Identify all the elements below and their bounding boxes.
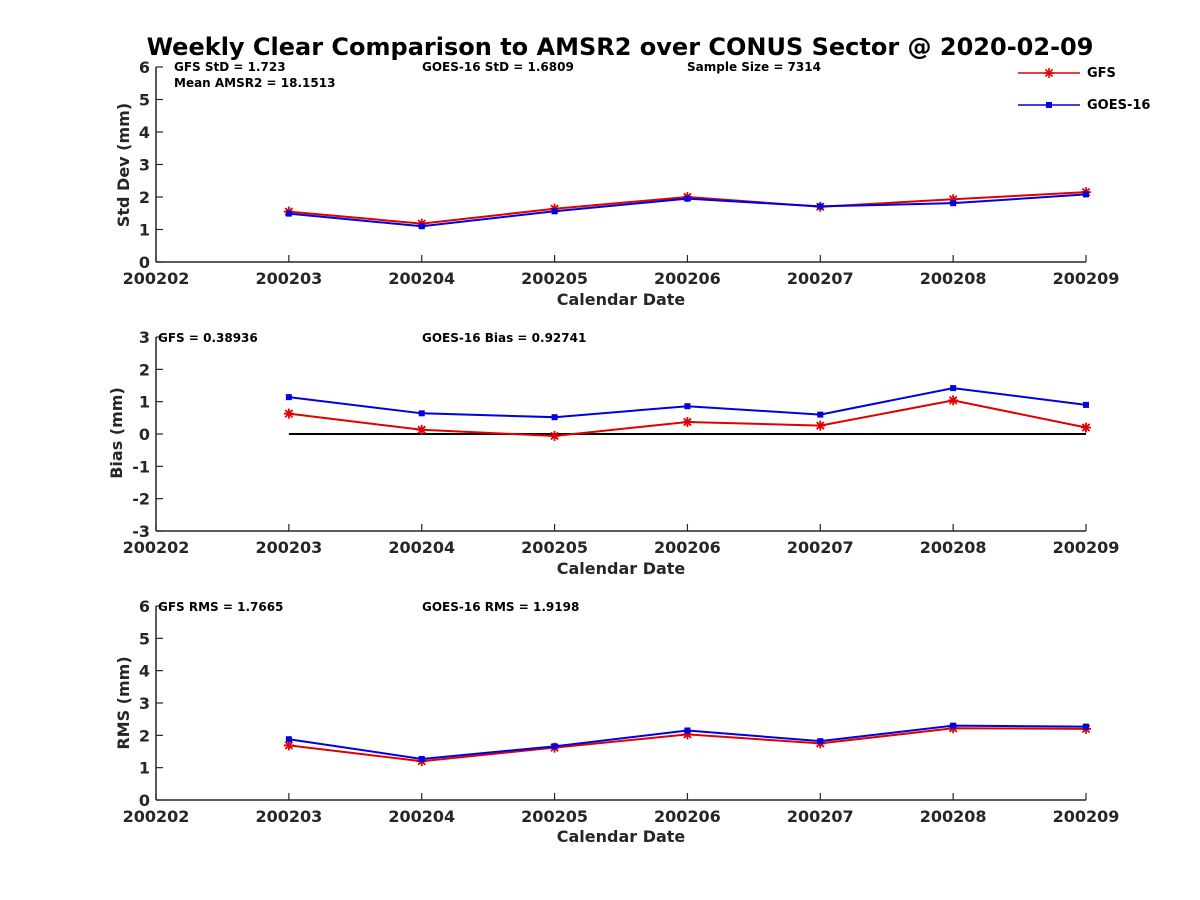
rms-y-tick-label: 0 — [139, 791, 150, 810]
stddev-goes16-point — [684, 195, 691, 202]
stddev-x-axis-label: Calendar Date — [557, 290, 686, 309]
bias-goes16-point — [418, 410, 425, 417]
bias-x-tick-label: 200202 — [123, 538, 190, 557]
bias-gfs-point — [948, 395, 959, 406]
bias-y-tick-label: -3 — [132, 522, 150, 541]
stddev-panel: 0 1 2 3 4 5 6 200202 200203 200204 200205 200206 200… — [114, 58, 1119, 309]
bias-y-tick-label: -2 — [132, 490, 150, 509]
rms-panel: 0 1 2 3 4 5 6 200202 200203 200204 200205 200206 200… — [114, 597, 1119, 846]
stddev-goes16-point — [551, 208, 558, 215]
stddev-y-tick-label: 4 — [139, 123, 150, 142]
bias-x-tick-label: 200206 — [654, 538, 721, 557]
rms-y-tick-label: 5 — [139, 629, 150, 648]
bias-goes16-point — [551, 414, 558, 421]
bias-goes16-point — [684, 403, 691, 410]
goes16-rms-annotation: GOES-16 RMS = 1.9198 — [422, 600, 579, 614]
stddev-y-tick-label: 3 — [139, 156, 150, 175]
stddev-y-tick-label: 2 — [139, 188, 150, 207]
rms-y-axis-label: RMS (mm) — [114, 656, 133, 749]
rms-x-tick-label: 200202 — [123, 807, 190, 826]
rms-y-tick-label: 1 — [139, 759, 150, 778]
legend-goes16-marker — [1046, 102, 1052, 108]
stddev-y-tick-label: 5 — [139, 91, 150, 110]
gfs-bias-annotation: GFS = 0.38936 — [158, 331, 258, 345]
stddev-x-tick-label: 200203 — [255, 269, 322, 288]
bias-y-tick-label: 2 — [139, 360, 150, 379]
stddev-x-tick-label: 200209 — [1053, 269, 1120, 288]
stddev-y-tick-label: 0 — [139, 253, 150, 272]
bias-y-tick-label: 1 — [139, 393, 150, 412]
goes16-std-annotation: GOES-16 StD = 1.6809 — [422, 60, 574, 74]
rms-y-tick-label: 3 — [139, 694, 150, 713]
stddev-y-tick-label: 1 — [139, 221, 150, 240]
rms-x-tick-label: 200207 — [787, 807, 854, 826]
stddev-x-tick-label: 200202 — [123, 269, 190, 288]
rms-goes16-point — [1083, 723, 1089, 730]
rms-x-tick-label: 200203 — [255, 807, 322, 826]
bias-y-tick-label: 0 — [139, 425, 150, 444]
rms-y-tick-label: 2 — [139, 726, 150, 745]
bias-panel: -3 -2 -1 0 1 2 3 200202 200203 200204 200205 200206… — [107, 328, 1119, 578]
rms-x-tick-label: 200206 — [654, 807, 721, 826]
legend-gfs-marker — [1044, 68, 1054, 78]
rms-x-axis-label: Calendar Date — [557, 827, 686, 846]
bias-gfs-point — [682, 417, 693, 428]
stddev-y-tick-label: 6 — [139, 58, 150, 77]
rms-goes16-point — [817, 738, 824, 745]
bias-gfs-point — [416, 424, 427, 435]
rms-x-tick-label: 200209 — [1053, 807, 1120, 826]
mean-amsr2-annotation: Mean AMSR2 = 18.1513 — [174, 76, 335, 90]
bias-gfs-point — [283, 408, 294, 419]
stddev-x-tick-label: 200206 — [654, 269, 721, 288]
bias-gfs-point — [1081, 422, 1091, 433]
bias-x-tick-label: 200205 — [521, 538, 588, 557]
bias-goes16-point — [817, 411, 824, 418]
stddev-goes16-point — [950, 200, 957, 207]
stddev-goes16-point — [418, 223, 425, 230]
rms-goes16-point — [684, 727, 691, 734]
stddev-y-axis-label: Std Dev (mm) — [114, 103, 133, 227]
bias-y-tick-label: 3 — [139, 328, 150, 347]
rms-y-tick-label: 4 — [139, 662, 150, 681]
stddev-goes16-point — [817, 203, 824, 210]
stddev-goes16-point — [1083, 191, 1089, 198]
figure-title: Weekly Clear Comparison to AMSR2 over CO… — [147, 33, 1094, 61]
legend: GFS GOES-16 — [1018, 66, 1150, 113]
rms-x-tick-label: 200205 — [521, 807, 588, 826]
rms-gfs-point — [283, 740, 294, 751]
rms-goes16-point — [950, 722, 957, 729]
bias-x-axis-label: Calendar Date — [557, 559, 686, 578]
bias-x-tick-label: 200204 — [388, 538, 455, 557]
sample-size-annotation: Sample Size = 7314 — [687, 60, 821, 74]
bias-y-tick-label: -1 — [132, 457, 150, 476]
bias-goes16-point — [285, 394, 292, 401]
rms-y-tick-label: 6 — [139, 597, 150, 616]
stddev-x-tick-label: 200207 — [787, 269, 854, 288]
rms-x-tick-label: 200208 — [920, 807, 987, 826]
gfs-std-annotation: GFS StD = 1.723 — [174, 60, 286, 74]
stddev-x-tick-label: 200204 — [388, 269, 455, 288]
bias-x-tick-label: 200203 — [255, 538, 322, 557]
bias-x-tick-label: 200209 — [1053, 538, 1120, 557]
bias-x-tick-label: 200207 — [787, 538, 854, 557]
stddev-goes16-point — [285, 210, 292, 217]
goes16-bias-annotation: GOES-16 Bias = 0.92741 — [422, 331, 586, 345]
bias-gfs-point — [815, 420, 826, 431]
stddev-x-tick-label: 200205 — [521, 269, 588, 288]
rms-goes16-point — [418, 755, 425, 762]
stddev-x-tick-label: 200208 — [920, 269, 987, 288]
bias-x-tick-label: 200208 — [920, 538, 987, 557]
gfs-rms-annotation: GFS RMS = 1.7665 — [158, 600, 283, 614]
rms-x-tick-label: 200204 — [388, 807, 455, 826]
rms-goes16-point — [285, 736, 292, 743]
bias-y-axis-label: Bias (mm) — [107, 387, 126, 479]
legend-goes16-label: GOES-16 — [1087, 98, 1150, 113]
bias-goes16-point — [1083, 401, 1089, 408]
bias-gfs-point — [549, 430, 560, 441]
rms-goes16-point — [551, 743, 558, 750]
legend-gfs-label: GFS — [1087, 66, 1116, 81]
bias-goes16-point — [950, 385, 957, 392]
